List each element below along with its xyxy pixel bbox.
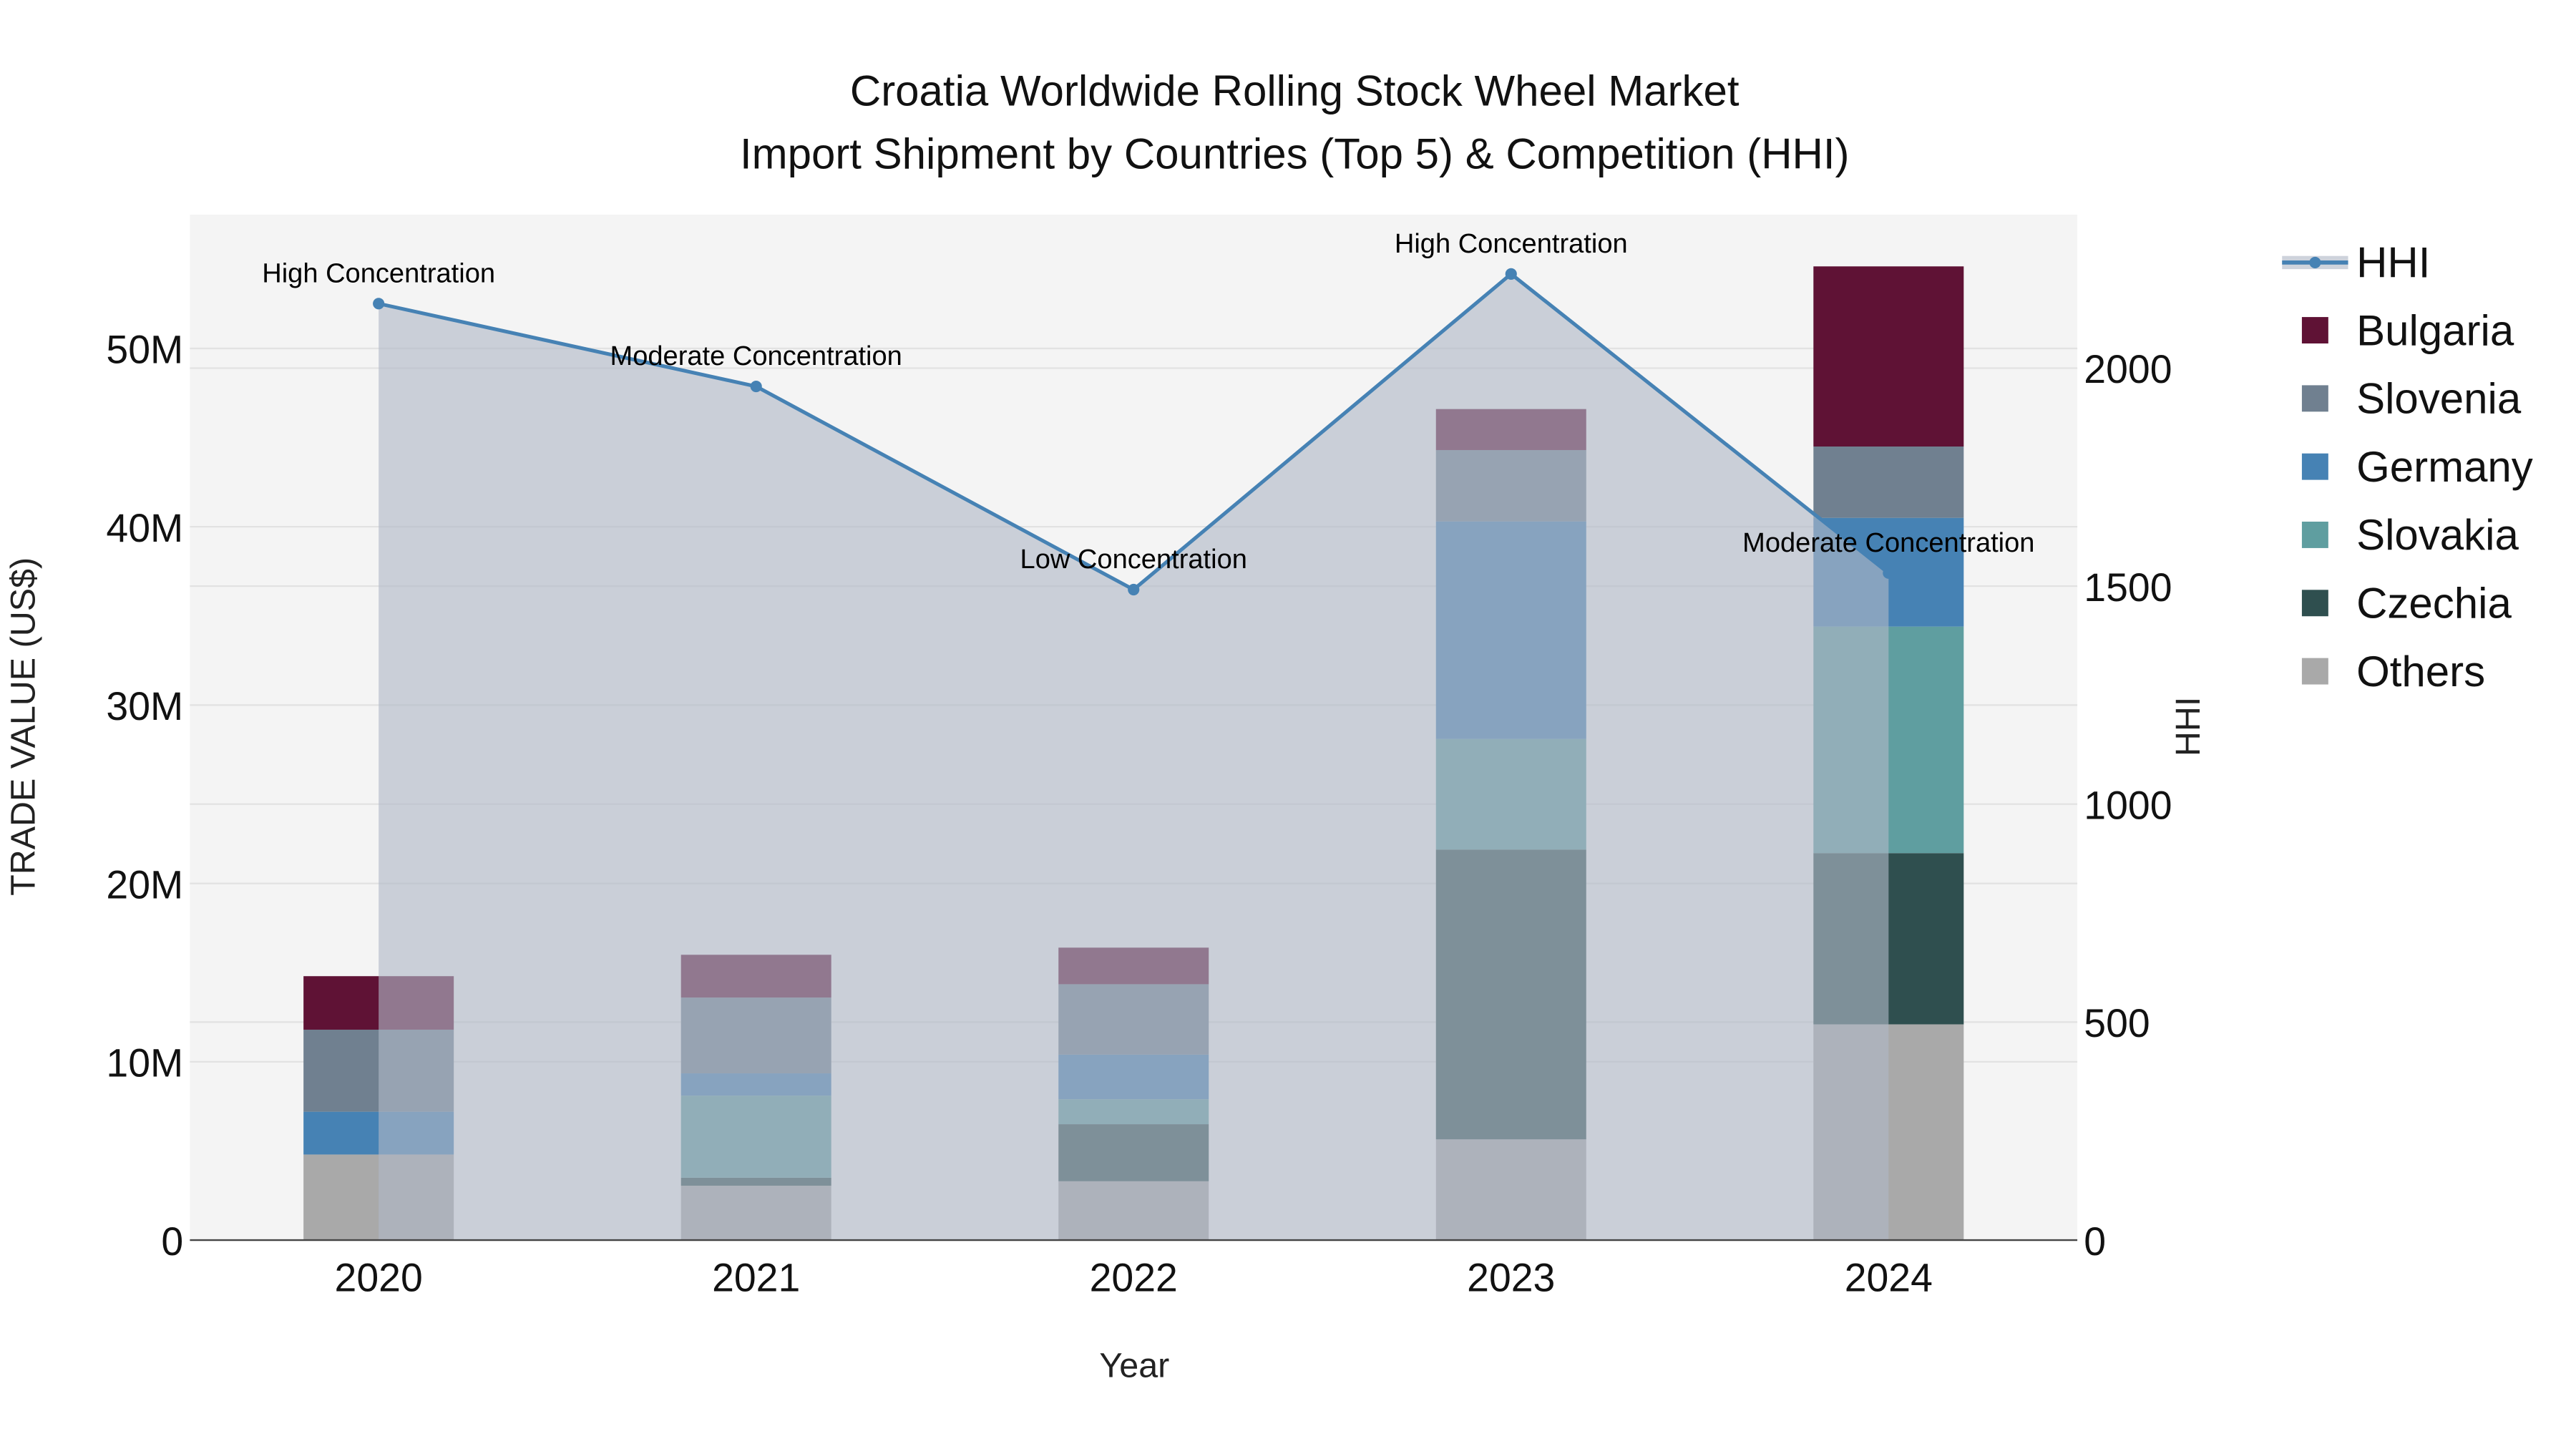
- legend-swatch-slovakia: [2301, 522, 2328, 548]
- bar-slovenia-2024: [1813, 447, 1964, 518]
- y2-tick-label: 1000: [2084, 784, 2172, 828]
- legend-swatch-germany: [2301, 453, 2328, 480]
- hhi-annotation: Moderate Concentration: [610, 341, 902, 371]
- legend-label-hhi: HHI: [2356, 239, 2430, 287]
- axes: 0 10M 20M 30M 40M 50M 0 500 1000 1500 2000 2020 2021…: [106, 328, 2172, 1300]
- hhi-point: [1883, 567, 1895, 579]
- legend-swatch-others: [2301, 658, 2328, 685]
- hhi-annotation: Low Concentration: [1020, 545, 1247, 575]
- y2-tick-label: 2000: [2084, 347, 2172, 391]
- legend-swatch-bulgaria: [2301, 317, 2328, 343]
- hhi-annotation: High Concentration: [1395, 229, 1628, 259]
- y-tick-label: 10M: [106, 1041, 183, 1085]
- y2-tick-label: 0: [2084, 1219, 2106, 1264]
- legend-label-czechia: Czechia: [2356, 580, 2512, 628]
- hhi-series: High Concentration Moderate Concentration…: [262, 229, 2034, 1241]
- legend-hhi-marker-icon: [2309, 256, 2321, 268]
- legend-label-slovakia: Slovakia: [2356, 511, 2519, 559]
- chart-subtitle: Import Shipment by Countries (Top 5) & C…: [740, 130, 1850, 177]
- legend-label-germany: Germany: [2356, 443, 2533, 491]
- legend-swatch-slovenia: [2301, 385, 2328, 412]
- hhi-point: [750, 380, 762, 393]
- hhi-point: [373, 298, 385, 310]
- hhi-area: [379, 273, 1889, 1241]
- x-tick-label: 2021: [712, 1256, 800, 1300]
- bar-bulgaria-2024: [1813, 266, 1964, 447]
- x-tick-label: 2020: [335, 1256, 423, 1300]
- y-tick-label: 40M: [106, 506, 183, 550]
- y-tick-label: 30M: [106, 684, 183, 728]
- x-tick-label: 2024: [1845, 1256, 1933, 1300]
- x-axis-title: Year: [1099, 1347, 1169, 1385]
- hhi-point: [1128, 583, 1140, 596]
- y2-axis-title: HHI: [2169, 697, 2207, 756]
- y2-tick-label: 500: [2084, 1001, 2150, 1045]
- y-axis-title: TRADE VALUE (US$): [4, 557, 42, 896]
- hhi-annotation: High Concentration: [262, 258, 495, 288]
- legend-label-bulgaria: Bulgaria: [2356, 306, 2514, 354]
- hhi-annotation: Moderate Concentration: [1742, 528, 2034, 558]
- legend-swatch-czechia: [2301, 590, 2328, 617]
- y-tick-label: 20M: [106, 862, 183, 907]
- legend: HHI Bulgaria Slovenia Germany Slovakia Czechi…: [2282, 239, 2533, 696]
- y2-tick-label: 1500: [2084, 565, 2172, 610]
- chart-title: Croatia Worldwide Rolling Stock Wheel Ma…: [850, 67, 1740, 115]
- legend-label-slovenia: Slovenia: [2356, 375, 2522, 423]
- x-tick-label: 2023: [1467, 1256, 1555, 1300]
- y-tick-label: 50M: [106, 328, 183, 372]
- legend-label-others: Others: [2356, 648, 2485, 696]
- y-tick-label: 0: [161, 1219, 183, 1264]
- x-tick-label: 2022: [1090, 1256, 1178, 1300]
- hhi-point: [1505, 268, 1517, 280]
